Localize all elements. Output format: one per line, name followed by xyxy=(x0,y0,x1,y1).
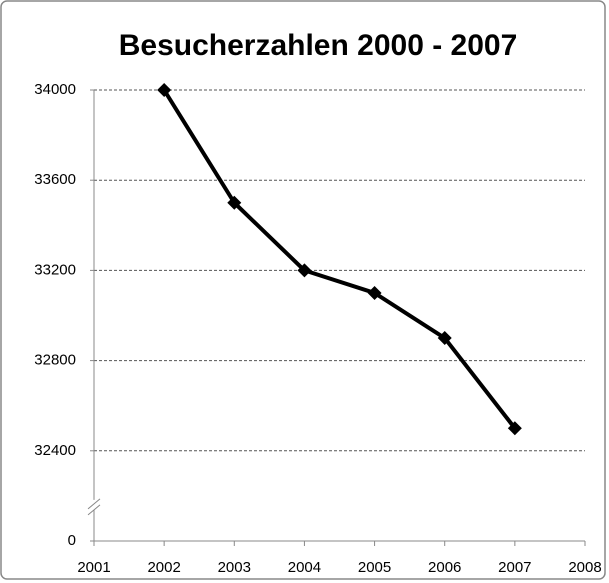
y-tick-label: 32400 xyxy=(34,442,76,459)
x-tick-label: 2001 xyxy=(77,559,110,576)
y-tick-label: 0 xyxy=(68,532,76,549)
marker xyxy=(227,195,242,210)
chart-title: Besucherzahlen 2000 - 2007 xyxy=(119,29,518,62)
marker xyxy=(437,331,452,346)
x-tick-label: 2008 xyxy=(568,559,601,576)
y-tick-label: 32800 xyxy=(34,352,76,369)
x-tick-label: 2003 xyxy=(218,559,251,576)
marker xyxy=(297,263,312,278)
marker xyxy=(157,83,172,97)
y-tick-label: 33600 xyxy=(34,171,76,188)
y-tick-label: 34000 xyxy=(34,81,76,98)
y-tick-label: 33200 xyxy=(34,261,76,278)
x-tick-label: 2006 xyxy=(428,559,461,576)
axis-break xyxy=(87,498,101,516)
marker xyxy=(367,285,382,300)
x-tick-label: 2004 xyxy=(288,559,321,576)
x-tick-label: 2007 xyxy=(498,559,531,576)
line xyxy=(162,88,517,430)
x-tick-label: 2002 xyxy=(147,559,180,576)
marker xyxy=(507,421,522,436)
x-tick-label: 2005 xyxy=(358,559,391,576)
